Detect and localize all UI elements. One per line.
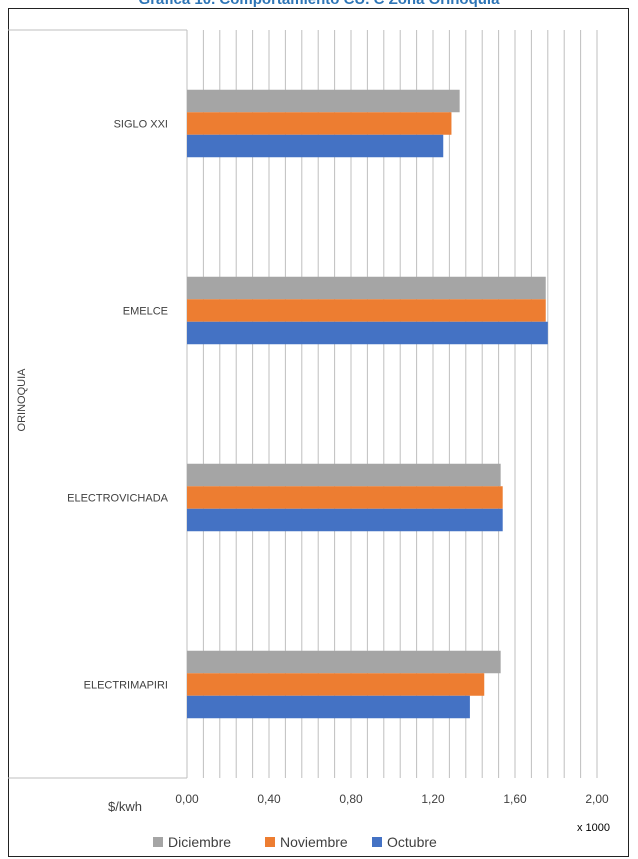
category-labels: SIGLO XXI EMELCE ELECTROVICHADA ELECTRIMAPI… <box>67 119 169 692</box>
legend-swatch <box>153 837 163 847</box>
category-label: ELECTROVICHADA <box>67 493 169 505</box>
bar-diciembre-3 <box>187 650 501 674</box>
legend: Diciembre Noviembre Octubre <box>153 834 437 850</box>
x-tick-label: 0,80 <box>339 792 363 806</box>
category-label: EMELCE <box>123 306 168 318</box>
bar-noviembre-1 <box>187 299 546 322</box>
category-label: SIGLO XXI <box>114 119 168 131</box>
x-tick-label: 2,00 <box>585 792 609 806</box>
x-axis-multiplier: x 1000 <box>577 822 610 834</box>
legend-swatch <box>372 837 382 847</box>
bar-octubre-0 <box>187 134 444 158</box>
bars <box>187 89 548 719</box>
x-tick-label: 1,20 <box>421 792 445 806</box>
bar-octubre-1 <box>187 321 548 345</box>
bar-diciembre-0 <box>187 89 460 113</box>
bar-diciembre-1 <box>187 276 546 300</box>
x-tick-labels: 0,00 0,40 0,80 1,20 1,60 2,00 <box>175 792 609 806</box>
x-tick-label: 1,60 <box>503 792 527 806</box>
bar-noviembre-2 <box>187 486 503 509</box>
bar-octubre-3 <box>187 695 470 719</box>
bar-diciembre-2 <box>187 463 501 487</box>
bar-noviembre-3 <box>187 673 485 696</box>
legend-label: Noviembre <box>280 834 348 850</box>
chart-title: Gráfica 10. Comportamiento CU. C Zona Or… <box>0 0 638 8</box>
x-tick-label: 0,00 <box>175 792 199 806</box>
legend-swatch <box>265 837 275 847</box>
bar-octubre-2 <box>187 508 503 532</box>
legend-label: Diciembre <box>168 834 231 850</box>
x-tick-label: 0,40 <box>257 792 281 806</box>
legend-label: Octubre <box>387 834 437 850</box>
x-axis-label: $/kwh <box>108 799 142 814</box>
group-label: ORINOQUIA <box>16 368 28 432</box>
category-label: ELECTRIMAPIRI <box>84 680 168 692</box>
bar-noviembre-0 <box>187 112 452 135</box>
